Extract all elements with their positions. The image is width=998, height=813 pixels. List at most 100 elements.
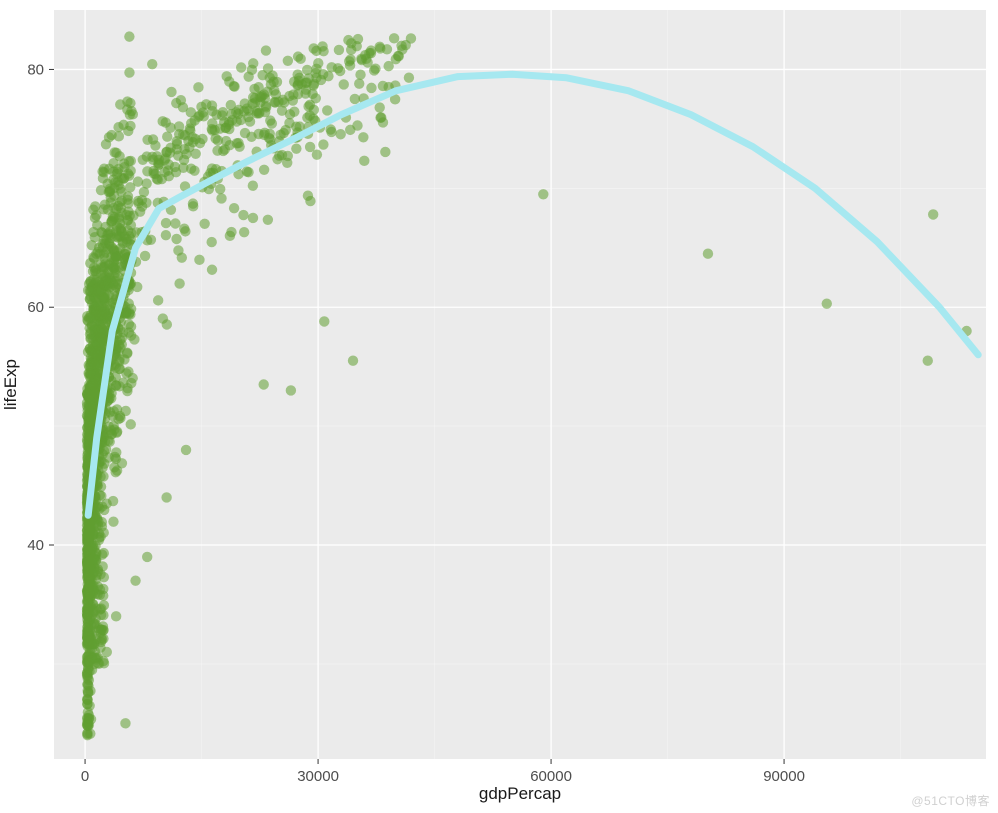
data-point xyxy=(703,249,713,259)
data-point xyxy=(179,144,189,154)
data-point xyxy=(259,165,269,175)
data-point xyxy=(243,71,253,81)
data-point xyxy=(302,77,312,87)
data-point xyxy=(291,143,301,153)
data-point xyxy=(302,112,312,122)
data-point xyxy=(82,388,92,398)
data-point xyxy=(375,102,385,112)
data-point xyxy=(378,117,388,127)
data-point xyxy=(323,71,333,81)
data-point xyxy=(339,79,349,89)
data-point xyxy=(122,104,132,114)
data-point xyxy=(263,215,273,225)
data-point xyxy=(216,193,226,203)
data-point xyxy=(111,611,121,621)
data-point xyxy=(291,121,301,131)
data-point xyxy=(207,125,217,135)
x-axis-title: gdpPercap xyxy=(479,784,561,803)
data-point xyxy=(248,181,258,191)
data-point xyxy=(343,35,353,45)
data-point xyxy=(206,237,216,247)
data-point xyxy=(142,151,152,161)
data-point xyxy=(104,437,114,447)
data-point xyxy=(108,158,118,168)
data-point xyxy=(355,70,365,80)
data-point xyxy=(284,91,294,101)
y-tick-label: 60 xyxy=(27,299,44,316)
data-point xyxy=(100,276,110,286)
data-point xyxy=(218,146,228,156)
data-point xyxy=(226,227,236,237)
data-point xyxy=(162,319,172,329)
data-point xyxy=(267,118,277,128)
data-point xyxy=(283,56,293,66)
data-point xyxy=(345,125,355,135)
data-point xyxy=(110,251,120,261)
data-point xyxy=(125,309,135,319)
data-point xyxy=(130,575,140,585)
data-point xyxy=(99,253,109,263)
data-point xyxy=(90,540,100,550)
data-point xyxy=(391,54,401,64)
data-point xyxy=(370,64,380,74)
data-point xyxy=(166,87,176,97)
data-point xyxy=(105,184,115,194)
data-point xyxy=(928,209,938,219)
data-point xyxy=(240,128,250,138)
data-point xyxy=(83,557,93,567)
data-point xyxy=(128,373,138,383)
data-point xyxy=(822,298,832,308)
data-point xyxy=(248,213,258,223)
data-point xyxy=(176,95,186,105)
data-point xyxy=(242,166,252,176)
data-point xyxy=(171,234,181,244)
data-point xyxy=(318,139,328,149)
data-point xyxy=(99,548,109,558)
scatter-chart: 0300006000090000406080gdpPercaplifeExp xyxy=(0,0,998,813)
data-point xyxy=(106,388,116,398)
data-point xyxy=(359,156,369,166)
y-tick-label: 80 xyxy=(27,61,44,78)
data-point xyxy=(152,174,162,184)
data-point xyxy=(333,63,343,73)
data-point xyxy=(124,67,134,77)
data-point xyxy=(334,45,344,55)
data-point xyxy=(108,496,118,506)
data-point xyxy=(109,263,119,273)
data-point xyxy=(319,316,329,326)
data-point xyxy=(160,167,170,177)
data-point xyxy=(190,149,200,159)
data-point xyxy=(122,386,132,396)
data-point xyxy=(84,573,94,583)
data-point xyxy=(85,313,95,323)
data-point xyxy=(274,151,284,161)
data-point xyxy=(257,70,267,80)
data-point xyxy=(239,227,249,237)
data-point xyxy=(170,218,180,228)
data-point xyxy=(180,226,190,236)
data-point xyxy=(215,184,225,194)
data-point xyxy=(178,163,188,173)
data-point xyxy=(268,77,278,87)
data-point xyxy=(98,584,108,594)
data-point xyxy=(345,54,355,64)
data-point xyxy=(229,203,239,213)
data-point xyxy=(95,627,105,637)
data-point xyxy=(248,58,258,68)
data-point xyxy=(137,201,147,211)
watermark: @51CTO博客 xyxy=(911,792,990,809)
data-point xyxy=(111,372,121,382)
data-point xyxy=(161,492,171,502)
data-point xyxy=(259,130,269,140)
data-point xyxy=(93,566,103,576)
data-point xyxy=(102,244,112,254)
data-point xyxy=(117,227,127,237)
data-point xyxy=(322,105,332,115)
data-point xyxy=(102,230,112,240)
data-point xyxy=(102,647,112,657)
data-point xyxy=(335,129,345,139)
data-point xyxy=(96,185,106,195)
data-point xyxy=(270,97,280,107)
data-point xyxy=(161,218,171,228)
data-point xyxy=(245,116,255,126)
